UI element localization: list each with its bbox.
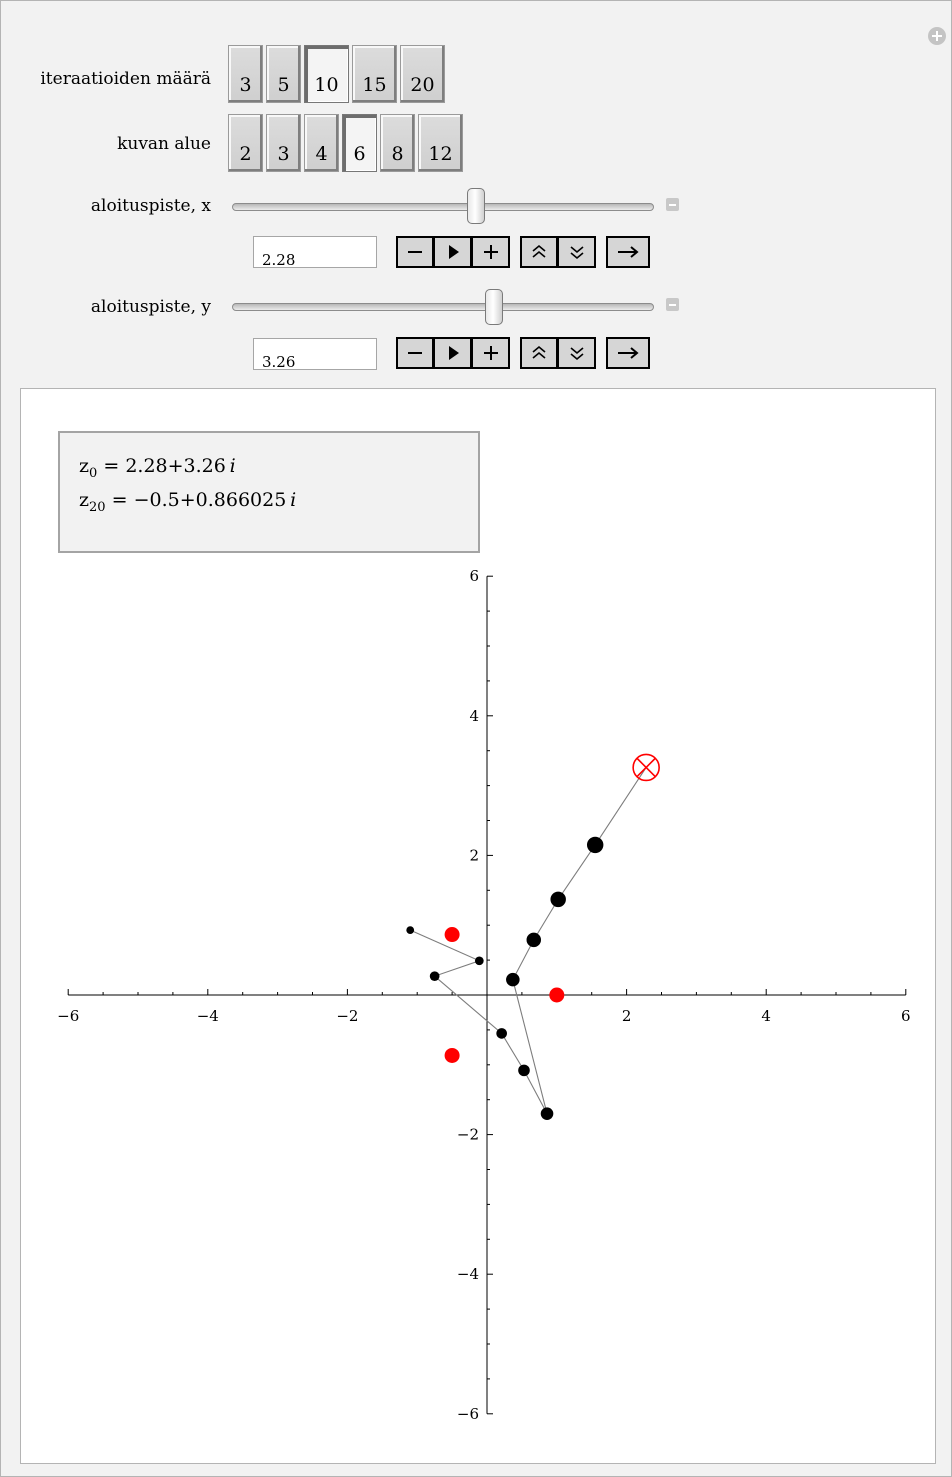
start-x-animator-group	[396, 236, 510, 268]
iterations-setter-bar: 3 5 10 15 20	[228, 45, 448, 105]
iterate-point	[429, 971, 440, 981]
range-option-6[interactable]: 6	[342, 114, 377, 172]
start-x-faster-icon[interactable]	[520, 236, 558, 268]
range-option-2[interactable]: 2	[228, 114, 263, 172]
x-tick-label: 6	[901, 1007, 911, 1025]
start-point-marker	[632, 753, 660, 782]
iterations-option-5[interactable]: 5	[266, 45, 301, 103]
x-tick-label: 2	[622, 1007, 632, 1025]
start-y-play-icon[interactable]	[434, 337, 472, 369]
readout-box: z0 = 2.28+3.26 i z20 = −0.5+0.866025 i	[58, 431, 480, 553]
x-tick-label: −4	[197, 1007, 219, 1025]
start-x-direction-icon[interactable]	[606, 236, 650, 268]
readout-z0: z0 = 2.28+3.26 i	[79, 455, 236, 481]
x-tick-label: 4	[761, 1007, 771, 1025]
range-option-4[interactable]: 4	[304, 114, 339, 172]
start-y-collapse-icon[interactable]	[666, 298, 679, 311]
start-y-slower-icon[interactable]	[558, 337, 596, 369]
start-y-input[interactable]: 3.26	[253, 338, 377, 370]
range-option-12[interactable]: 12	[418, 114, 463, 172]
y-tick-label: −2	[457, 1126, 479, 1144]
start-y-slider-thumb[interactable]	[485, 289, 504, 325]
start-x-slider-track[interactable]	[232, 203, 654, 211]
start-x-animator-group	[606, 236, 650, 268]
iterations-option-20[interactable]: 20	[400, 45, 445, 103]
x-tick-label: −6	[57, 1007, 79, 1025]
start-x-slider-thumb[interactable]	[467, 188, 486, 224]
y-tick-label: −4	[457, 1265, 479, 1283]
start-y-animator-group	[396, 337, 510, 369]
y-tick-label: 4	[469, 707, 479, 725]
iterations-option-15[interactable]: 15	[352, 45, 397, 103]
start-y-minus-icon[interactable]	[396, 337, 434, 369]
start-point-cross	[636, 757, 656, 778]
start-x-slower-icon[interactable]	[558, 236, 596, 268]
start-y-direction-icon[interactable]	[606, 337, 650, 369]
root-point	[444, 1047, 460, 1063]
start-y-animator-group	[606, 337, 650, 369]
iterations-label: iteraatioiden määrä	[40, 69, 211, 89]
iterations-option-3[interactable]: 3	[228, 45, 263, 103]
readout-zn: z20 = −0.5+0.866025 i	[79, 489, 297, 515]
x-tick-label: −2	[336, 1007, 358, 1025]
iterate-point	[586, 836, 604, 854]
y-tick-label: 2	[469, 846, 479, 864]
iterate-point	[496, 1028, 507, 1039]
root-point	[444, 927, 460, 943]
start-y-label: aloituspiste, y	[90, 297, 211, 317]
range-option-8[interactable]: 8	[380, 114, 415, 172]
start-x-collapse-icon[interactable]	[666, 198, 679, 211]
iterate-point	[518, 1064, 530, 1077]
y-tick-label: −6	[457, 1405, 479, 1423]
newton-iteration-plot: −6 −4 −2 2 4 6 6 4 2 −2 −4 −6	[57, 567, 911, 1423]
start-y-faster-icon[interactable]	[520, 337, 558, 369]
root-point	[549, 987, 565, 1003]
iterate-point	[474, 956, 484, 966]
iterate-point	[526, 932, 542, 948]
start-y-plus-icon[interactable]	[472, 337, 510, 369]
plus-icon[interactable]	[928, 27, 946, 45]
range-label: kuvan alue	[117, 134, 211, 154]
start-x-animator-group	[520, 236, 596, 268]
start-y-slider-track[interactable]	[232, 303, 654, 311]
iterate-point	[506, 972, 520, 987]
y-tick-label: 6	[469, 567, 479, 585]
plot-panel: −6 −4 −2 2 4 6 6 4 2 −2 −4 −6	[20, 388, 936, 1464]
start-y-animator-group	[520, 337, 596, 369]
iterate-point	[540, 1107, 554, 1120]
range-setter-bar: 2 3 4 6 8 12	[228, 114, 466, 174]
iterations-option-10[interactable]: 10	[304, 45, 349, 103]
iterate-point	[406, 926, 415, 934]
iterate-point	[550, 891, 566, 908]
start-x-label: aloituspiste, x	[90, 196, 211, 216]
range-option-3[interactable]: 3	[266, 114, 301, 172]
start-x-plus-icon[interactable]	[472, 236, 510, 268]
start-x-input[interactable]: 2.28	[253, 236, 377, 268]
start-x-play-icon[interactable]	[434, 236, 472, 268]
start-x-minus-icon[interactable]	[396, 236, 434, 268]
